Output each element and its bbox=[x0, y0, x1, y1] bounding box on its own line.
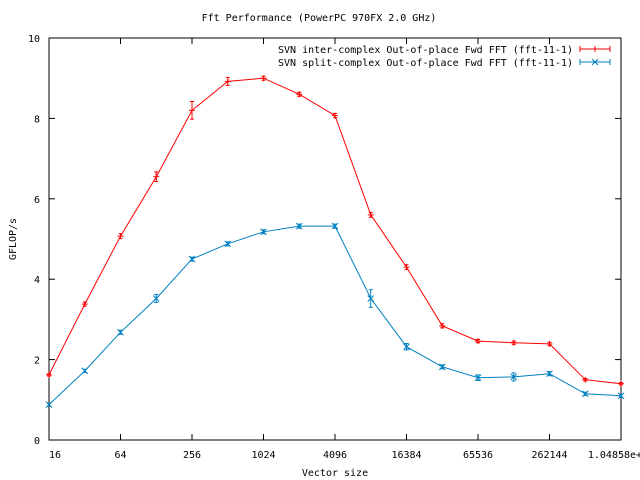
y-tick-label: 0 bbox=[34, 436, 40, 447]
data-point bbox=[331, 222, 339, 230]
marker-stroke bbox=[438, 363, 446, 371]
data-point bbox=[367, 295, 375, 302]
x-axis-ticks: 16 64 256 1024 4096 16384 65536 262144 1.04858e+… bbox=[48, 38, 640, 461]
data-point bbox=[618, 380, 624, 387]
series-line bbox=[48, 225, 622, 405]
data-point bbox=[617, 392, 625, 400]
chart-title: Fft Performance (PowerPC 970FX 2.0 GHz) bbox=[202, 13, 437, 24]
data-point bbox=[582, 376, 589, 383]
data-point bbox=[45, 401, 53, 408]
x-tick-label: 64 bbox=[114, 450, 126, 461]
x-tick-label: 16384 bbox=[391, 450, 421, 461]
data-point bbox=[188, 255, 196, 263]
x-tick-label: 256 bbox=[183, 450, 201, 461]
y-axis-ticks: 0 2 4 6 8 10 bbox=[28, 34, 621, 447]
marker-stroke bbox=[367, 295, 375, 302]
y-axis-label: GFLOP/s bbox=[8, 218, 19, 260]
data-point bbox=[332, 112, 338, 119]
legend: SVN inter-complex Out-of-place Fwd FFT (… bbox=[278, 45, 611, 69]
series-1 bbox=[46, 75, 624, 387]
marker-stroke bbox=[295, 222, 303, 230]
marker-stroke bbox=[224, 240, 232, 248]
data-point bbox=[546, 370, 553, 378]
marker-stroke bbox=[152, 295, 160, 302]
data-point bbox=[224, 78, 231, 85]
marker-stroke bbox=[260, 228, 267, 236]
data-point bbox=[367, 211, 374, 218]
marker-stroke bbox=[81, 367, 89, 375]
data-point bbox=[117, 328, 124, 336]
data-point bbox=[153, 173, 160, 180]
data-point bbox=[260, 228, 267, 236]
marker-stroke bbox=[546, 370, 553, 378]
marker-stroke bbox=[510, 373, 518, 381]
y-tick-label: 2 bbox=[34, 356, 40, 367]
y-tick-label: 4 bbox=[34, 275, 40, 286]
marker-stroke bbox=[45, 401, 53, 408]
series-line bbox=[48, 77, 622, 385]
legend-label: SVN split-complex Out-of-place Fwd FFT (… bbox=[278, 58, 573, 69]
y-tick-label: 8 bbox=[34, 114, 40, 125]
data-point bbox=[46, 371, 52, 378]
data-point bbox=[475, 338, 481, 345]
data-point bbox=[224, 240, 232, 248]
marker-stroke bbox=[403, 343, 410, 351]
marker-stroke bbox=[617, 392, 625, 400]
data-point bbox=[295, 222, 303, 230]
marker-stroke bbox=[331, 222, 339, 230]
data-point bbox=[152, 295, 160, 302]
data-point bbox=[189, 107, 195, 114]
plot-area-frame bbox=[48, 37, 622, 441]
marker-stroke bbox=[188, 255, 196, 263]
y-tick-label: 6 bbox=[34, 195, 40, 206]
x-tick-label: 4096 bbox=[323, 450, 347, 461]
data-point bbox=[439, 322, 446, 329]
data-point bbox=[403, 343, 410, 351]
x-tick-label: 16 bbox=[49, 450, 61, 461]
y-tick-label: 10 bbox=[28, 34, 40, 45]
legend-marker bbox=[591, 58, 599, 66]
data-point bbox=[581, 390, 589, 398]
x-tick-label: 1.04858e+06 bbox=[588, 450, 640, 461]
data-point bbox=[81, 367, 89, 375]
data-point bbox=[438, 363, 446, 371]
data-point bbox=[510, 339, 517, 346]
data-point bbox=[117, 233, 124, 240]
data-point bbox=[546, 340, 553, 347]
data-point bbox=[474, 374, 482, 382]
x-tick-label: 262144 bbox=[531, 450, 567, 461]
series-layer bbox=[45, 75, 625, 408]
legend-label: SVN inter-complex Out-of-place Fwd FFT (… bbox=[278, 45, 573, 56]
data-point bbox=[81, 301, 88, 308]
x-axis-label: Vector size bbox=[302, 468, 368, 479]
data-point bbox=[260, 75, 267, 82]
data-point bbox=[510, 373, 518, 381]
x-tick-label: 65536 bbox=[463, 450, 493, 461]
marker-stroke bbox=[581, 390, 589, 398]
marker-stroke bbox=[474, 374, 482, 382]
data-point bbox=[403, 264, 410, 271]
data-point bbox=[296, 91, 303, 98]
series-2 bbox=[45, 222, 625, 408]
marker-stroke bbox=[117, 328, 124, 336]
x-tick-label: 1024 bbox=[251, 450, 275, 461]
